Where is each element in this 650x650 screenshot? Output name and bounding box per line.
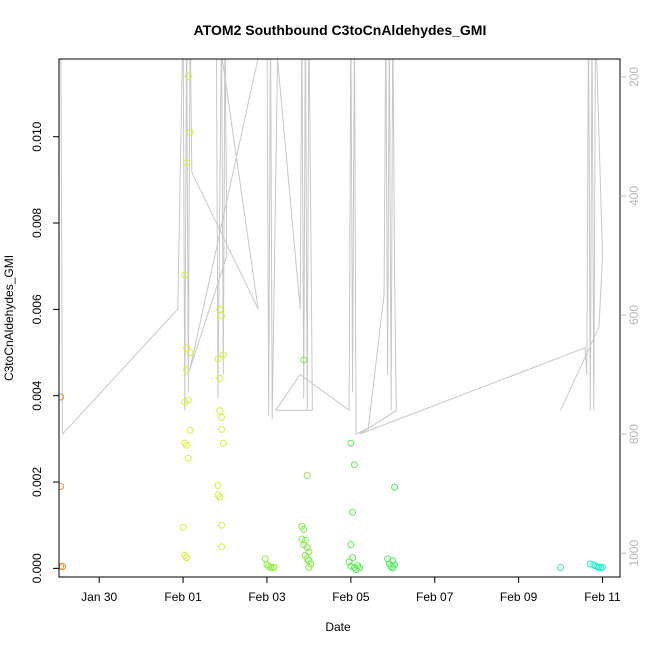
data-point	[298, 535, 306, 543]
right-tick-label: 400	[627, 186, 641, 206]
data-point	[352, 566, 360, 574]
plot-frame	[58, 58, 621, 578]
x-tick-label: Feb 11	[584, 590, 621, 604]
data-point	[349, 554, 357, 562]
data-point	[347, 562, 355, 570]
data-point	[181, 271, 189, 279]
data-point	[218, 521, 225, 529]
pressure-line-layer	[60, 59, 604, 436]
data-point	[261, 555, 269, 563]
data-point	[270, 563, 278, 571]
right-axis: 200 400 600 800 1000	[620, 67, 641, 567]
data-point	[389, 564, 397, 572]
y-tick-label: 0.002	[30, 467, 44, 497]
data-point	[349, 508, 357, 516]
data-point	[216, 493, 224, 501]
data-point	[184, 72, 192, 80]
data-point	[184, 454, 192, 462]
data-point	[303, 472, 311, 480]
y-tick-label: 0.000	[30, 553, 44, 583]
data-point	[186, 349, 194, 356]
x-tick-label: Feb 05	[332, 590, 370, 604]
x-axis: Jan 30 Feb 01 Feb 03 Feb 05 Feb 07 Feb 09 Feb …	[81, 577, 621, 604]
data-point	[300, 526, 308, 533]
y-tick-label: 0.008	[30, 208, 44, 238]
pressure-line	[60, 59, 604, 436]
right-tick-label: 800	[627, 424, 641, 444]
data-point	[218, 413, 225, 421]
data-point	[219, 351, 227, 359]
data-point	[356, 564, 364, 572]
data-point	[183, 441, 191, 449]
y-tick-label: 0.006	[30, 294, 44, 324]
data-point	[303, 544, 311, 552]
data-point	[218, 425, 225, 433]
data-point	[303, 555, 311, 563]
data-point	[391, 483, 399, 491]
data-point	[181, 551, 189, 559]
right-tick-label: 600	[627, 305, 641, 325]
data-point	[300, 356, 308, 364]
data-point	[599, 563, 606, 571]
data-point	[265, 562, 273, 570]
data-point	[184, 396, 192, 404]
data-points-layer	[59, 72, 606, 574]
data-point	[387, 563, 395, 571]
data-point	[301, 551, 309, 559]
chart-title: ATOM2 Southbound C3toCnAldehydes_GMI	[194, 22, 487, 38]
x-tick-label: Jan 30	[81, 590, 117, 604]
data-point	[216, 407, 224, 415]
data-point	[307, 560, 315, 568]
data-point	[214, 482, 222, 489]
x-axis-label: Date	[325, 620, 351, 634]
y-axis: 0.000 0.002 0.004 0.006 0.008 0.010	[30, 121, 59, 583]
data-point	[350, 564, 358, 571]
data-point	[216, 374, 224, 382]
data-point	[183, 159, 191, 167]
data-point	[345, 558, 353, 566]
data-point	[216, 305, 224, 313]
data-point	[183, 344, 191, 352]
data-point	[214, 491, 222, 499]
y-tick-label: 0.010	[30, 121, 44, 151]
data-point	[59, 393, 65, 401]
x-tick-label: Feb 07	[416, 590, 454, 604]
x-tick-label: Feb 03	[248, 590, 286, 604]
data-point	[298, 522, 306, 530]
data-point	[350, 461, 358, 469]
data-point	[186, 426, 194, 434]
data-point	[181, 398, 189, 406]
data-point	[557, 564, 565, 571]
data-point	[347, 439, 355, 447]
x-tick-label: Feb 09	[500, 590, 538, 604]
data-point	[305, 564, 313, 571]
data-point	[183, 366, 191, 374]
data-point	[218, 543, 225, 551]
data-point	[183, 554, 191, 562]
y-axis-label: C3toCnAldehydes_GMI	[2, 255, 16, 381]
data-point	[186, 128, 194, 136]
data-point	[305, 557, 313, 565]
data-point	[181, 439, 189, 447]
right-tick-label: 200	[627, 67, 641, 87]
data-point	[218, 312, 225, 320]
data-point	[219, 439, 227, 447]
data-point	[347, 541, 355, 549]
y-tick-label: 0.004	[30, 380, 44, 410]
data-point	[59, 482, 65, 490]
data-point	[179, 523, 187, 531]
data-point	[301, 536, 309, 544]
x-tick-label: Feb 01	[164, 590, 202, 604]
data-point	[354, 562, 362, 570]
right-tick-label: 1000	[627, 540, 641, 567]
data-point	[214, 355, 222, 363]
